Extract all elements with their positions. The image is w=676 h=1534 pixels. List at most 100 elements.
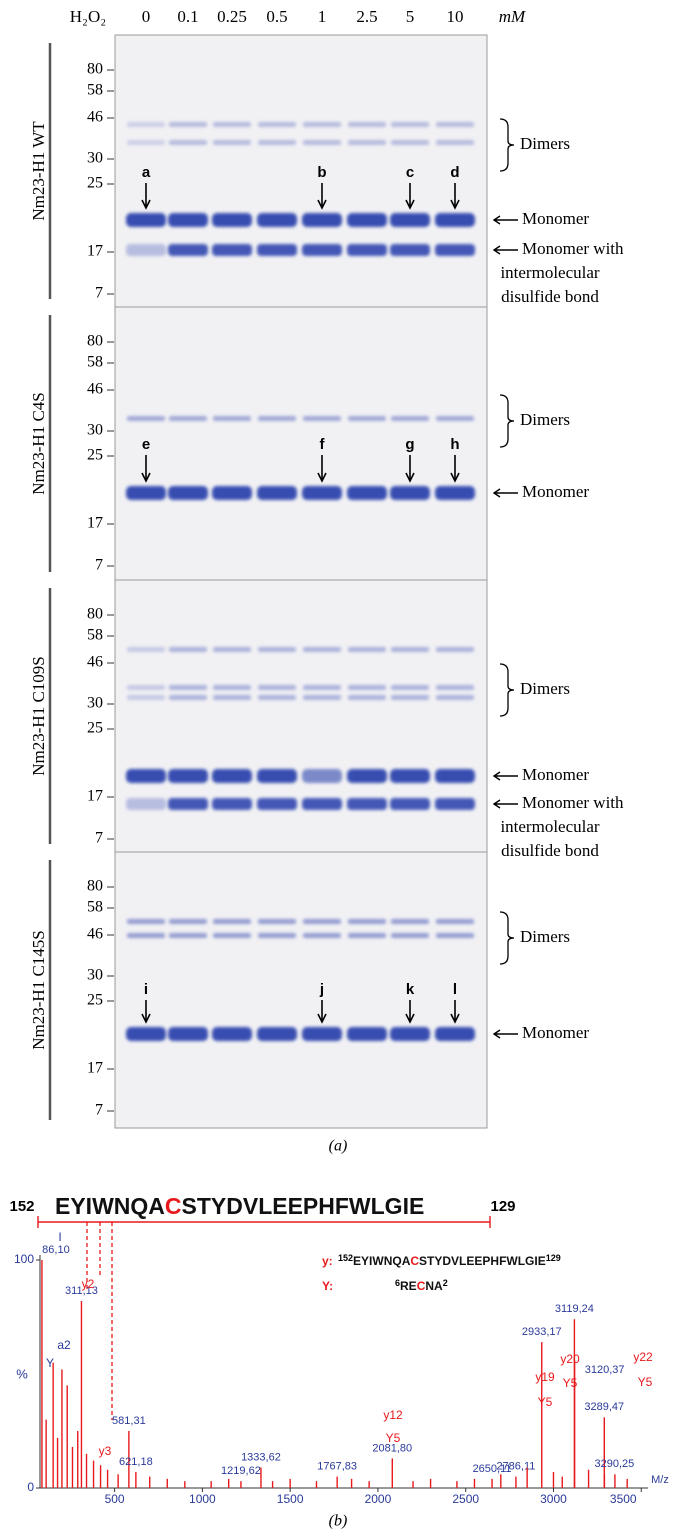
mw-label: 30 [87,150,103,167]
gel-panel [114,851,488,1129]
gel-panel [114,34,488,308]
mw-label: 80 [87,333,103,350]
gel-band [212,769,252,783]
gel-band [257,798,297,810]
gel-band [390,213,430,227]
gel-band [347,1027,387,1041]
legend-start: 6 [395,1278,400,1288]
panel-name: Nm23-H1 C109S [29,656,48,775]
gel-band [302,798,342,810]
seq-bracket [37,1216,491,1228]
peak-label: 3290,25 [595,1458,635,1470]
peak-label: 2081,80 [372,1442,412,1454]
gel-band [168,798,208,810]
gel-band [169,685,207,690]
mw-label: 7 [95,830,103,847]
x-tick-label: 3500 [610,1492,637,1506]
gel-band [391,685,429,690]
concentration-label: 10 [447,7,464,26]
gel-band [126,213,166,227]
concentration-label: 2.5 [356,7,377,26]
band-label: Monomer [522,209,589,228]
gel-band [212,213,252,227]
gel-band [213,647,251,652]
label-arrow [492,1029,518,1039]
gel-band [347,769,387,783]
gel-band [169,933,207,938]
x-tick-label: 2000 [365,1492,392,1506]
band-label: Monomer [522,482,589,501]
gel-band [169,416,207,421]
gel-band [435,244,475,256]
peak-label: 2650,11 [473,1463,512,1475]
gel-band [303,685,341,690]
concentration-label: 0.1 [177,7,198,26]
gel-band [168,213,208,227]
ion-label: y12 [383,1408,403,1422]
peak-label: 311,13 [65,1285,98,1297]
mw-label: 46 [87,381,103,398]
ion-label: Y5 [638,1375,653,1389]
arrow-head [141,472,151,483]
label-arrow [492,488,518,498]
gel-band [391,933,429,938]
gel-band [436,647,474,652]
gel-band [126,244,166,256]
peak-label: 581,31 [112,1415,146,1427]
ion-label: y3 [99,1444,112,1458]
legend-key: y: [322,1254,333,1268]
band-label: Monomer with [522,793,624,812]
gel-band [169,140,207,145]
gel-band [212,798,252,810]
gel-band [168,486,208,500]
arrow-head [405,199,415,210]
gel-band [436,695,474,700]
gel-band [391,416,429,421]
gel-band [126,769,166,783]
gel-band [168,244,208,256]
panel-name: Nm23-H1 WT [29,121,48,221]
gel-band [347,213,387,227]
gel-band [347,486,387,500]
unit-label: mM [499,7,526,26]
gel-band [348,416,386,421]
label-arrow [492,771,518,781]
gel-band [303,933,341,938]
band-label: disulfide bond [501,287,599,306]
gel-band [435,213,475,227]
gel-band [212,1027,252,1041]
mw-label: 58 [87,354,103,371]
mw-label: 46 [87,109,103,126]
arrow-letter: c [406,164,414,181]
sequence-part: STYDVLEEPHFWLGIE [182,1193,425,1219]
ion-label: I [58,1230,61,1244]
ion-label: y2 [82,1277,95,1291]
gel-band [127,122,165,127]
legend-start: 152 [338,1253,353,1263]
gel-band [348,140,386,145]
mw-label: 25 [87,992,103,1009]
arrow-letter: k [406,981,415,998]
sequence: EYIWNQACSTYDVLEEPHFWLGIE [55,1193,424,1219]
band-label: Dimers [520,679,570,698]
peak-label: 1333,62 [241,1451,281,1463]
gel-band [258,695,296,700]
gel-band [436,122,474,127]
gel-band [258,933,296,938]
brace [499,394,515,448]
arrow-head [405,472,415,483]
gel-band [127,647,165,652]
concentration-label: 0 [142,7,151,26]
mw-label: 46 [87,654,103,671]
gel-band [347,244,387,256]
gel-band [258,140,296,145]
reagent-label: H₂O₂ [70,7,106,26]
gel-panel [114,306,488,581]
mw-label: 25 [87,175,103,192]
gel-band [302,213,342,227]
gel-band [391,122,429,127]
arrow-head [450,1013,460,1024]
band-label: Dimers [520,927,570,946]
x-tick-label: 1000 [189,1492,216,1506]
